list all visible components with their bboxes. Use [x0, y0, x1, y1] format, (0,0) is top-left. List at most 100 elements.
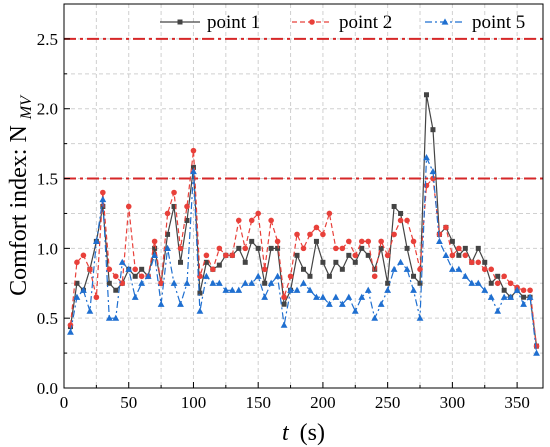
x-axis-title: t (s)	[282, 420, 325, 446]
y-tick-label: 2.0	[37, 100, 58, 119]
data-point	[248, 279, 256, 286]
data-point	[423, 92, 429, 98]
data-point	[365, 238, 372, 245]
data-point	[378, 238, 384, 245]
data-point	[520, 300, 527, 307]
y-tick-label: 0.5	[37, 309, 58, 328]
x-tick-label: 150	[245, 393, 271, 412]
data-point	[527, 287, 533, 294]
data-point	[384, 286, 392, 293]
data-point	[416, 314, 424, 321]
data-point	[274, 272, 282, 279]
data-point	[482, 259, 488, 265]
data-point	[313, 224, 320, 231]
data-point	[119, 280, 126, 287]
data-point	[235, 217, 242, 224]
data-point	[513, 286, 521, 293]
data-point	[313, 238, 319, 244]
data-point	[526, 293, 534, 300]
data-point	[307, 273, 313, 279]
series-3	[67, 154, 540, 356]
data-point	[300, 279, 307, 286]
data-point	[255, 210, 261, 217]
data-point	[385, 280, 391, 286]
legend: point 1 point 2 point 5	[160, 12, 525, 33]
legend-label: point 1	[207, 12, 260, 33]
data-point	[461, 272, 469, 279]
series-1	[67, 92, 540, 349]
data-point	[494, 280, 501, 287]
data-point	[203, 252, 210, 259]
x-tick-label: 300	[440, 393, 466, 412]
data-point	[359, 245, 365, 251]
data-point	[475, 259, 482, 266]
data-point	[177, 300, 184, 307]
data-point	[462, 245, 468, 251]
x-tick-label: 350	[504, 393, 530, 412]
data-point	[501, 287, 507, 293]
data-point	[521, 294, 527, 300]
data-point	[165, 231, 171, 237]
data-point	[333, 245, 339, 252]
data-point	[384, 252, 391, 259]
data-point	[294, 252, 300, 258]
data-point	[209, 279, 217, 286]
y-tick-label: 2.5	[37, 30, 58, 49]
data-point	[346, 238, 352, 245]
data-point	[494, 307, 502, 314]
data-point	[410, 238, 417, 245]
data-point	[410, 286, 417, 293]
data-point	[242, 259, 248, 265]
data-point	[80, 252, 87, 259]
data-point	[306, 286, 314, 293]
grid-layer	[64, 4, 543, 388]
data-point	[93, 294, 100, 301]
data-point	[106, 280, 112, 286]
data-point	[131, 293, 139, 300]
data-point	[301, 266, 306, 272]
data-point	[99, 195, 107, 203]
data-point	[216, 262, 222, 268]
data-point	[184, 217, 190, 223]
data-point	[229, 252, 236, 259]
data-point	[287, 286, 294, 293]
data-point	[339, 245, 346, 252]
data-point	[326, 210, 333, 217]
data-point	[184, 203, 190, 210]
plot-frame	[63, 3, 544, 389]
data-point	[307, 231, 313, 238]
data-point	[105, 314, 113, 321]
data-point	[196, 307, 204, 314]
data-point	[223, 252, 229, 259]
data-point	[139, 266, 145, 272]
y-axis-title-main: Comfort index: N	[6, 125, 32, 296]
data-point	[455, 265, 463, 272]
data-point	[294, 231, 300, 238]
data-point	[423, 154, 430, 161]
data-point	[339, 266, 345, 272]
data-point	[190, 147, 197, 154]
data-point	[112, 273, 119, 280]
data-point	[125, 203, 132, 210]
data-point	[313, 293, 320, 300]
data-point	[138, 273, 145, 280]
data-point	[481, 266, 488, 273]
data-point	[429, 167, 437, 175]
data-point	[391, 203, 397, 209]
data-point	[520, 287, 527, 294]
data-point	[144, 272, 152, 279]
data-point	[280, 321, 288, 328]
data-point	[430, 175, 436, 182]
data-point	[67, 322, 74, 328]
data-point	[293, 286, 301, 293]
data-point	[67, 328, 74, 335]
data-point	[87, 266, 93, 273]
data-point	[210, 266, 216, 273]
data-point	[268, 245, 274, 251]
data-point	[80, 286, 87, 293]
data-point	[73, 293, 81, 300]
y-axis-title: Comfort index: N MV	[6, 94, 35, 296]
data-point	[197, 290, 203, 296]
data-point	[177, 245, 184, 252]
